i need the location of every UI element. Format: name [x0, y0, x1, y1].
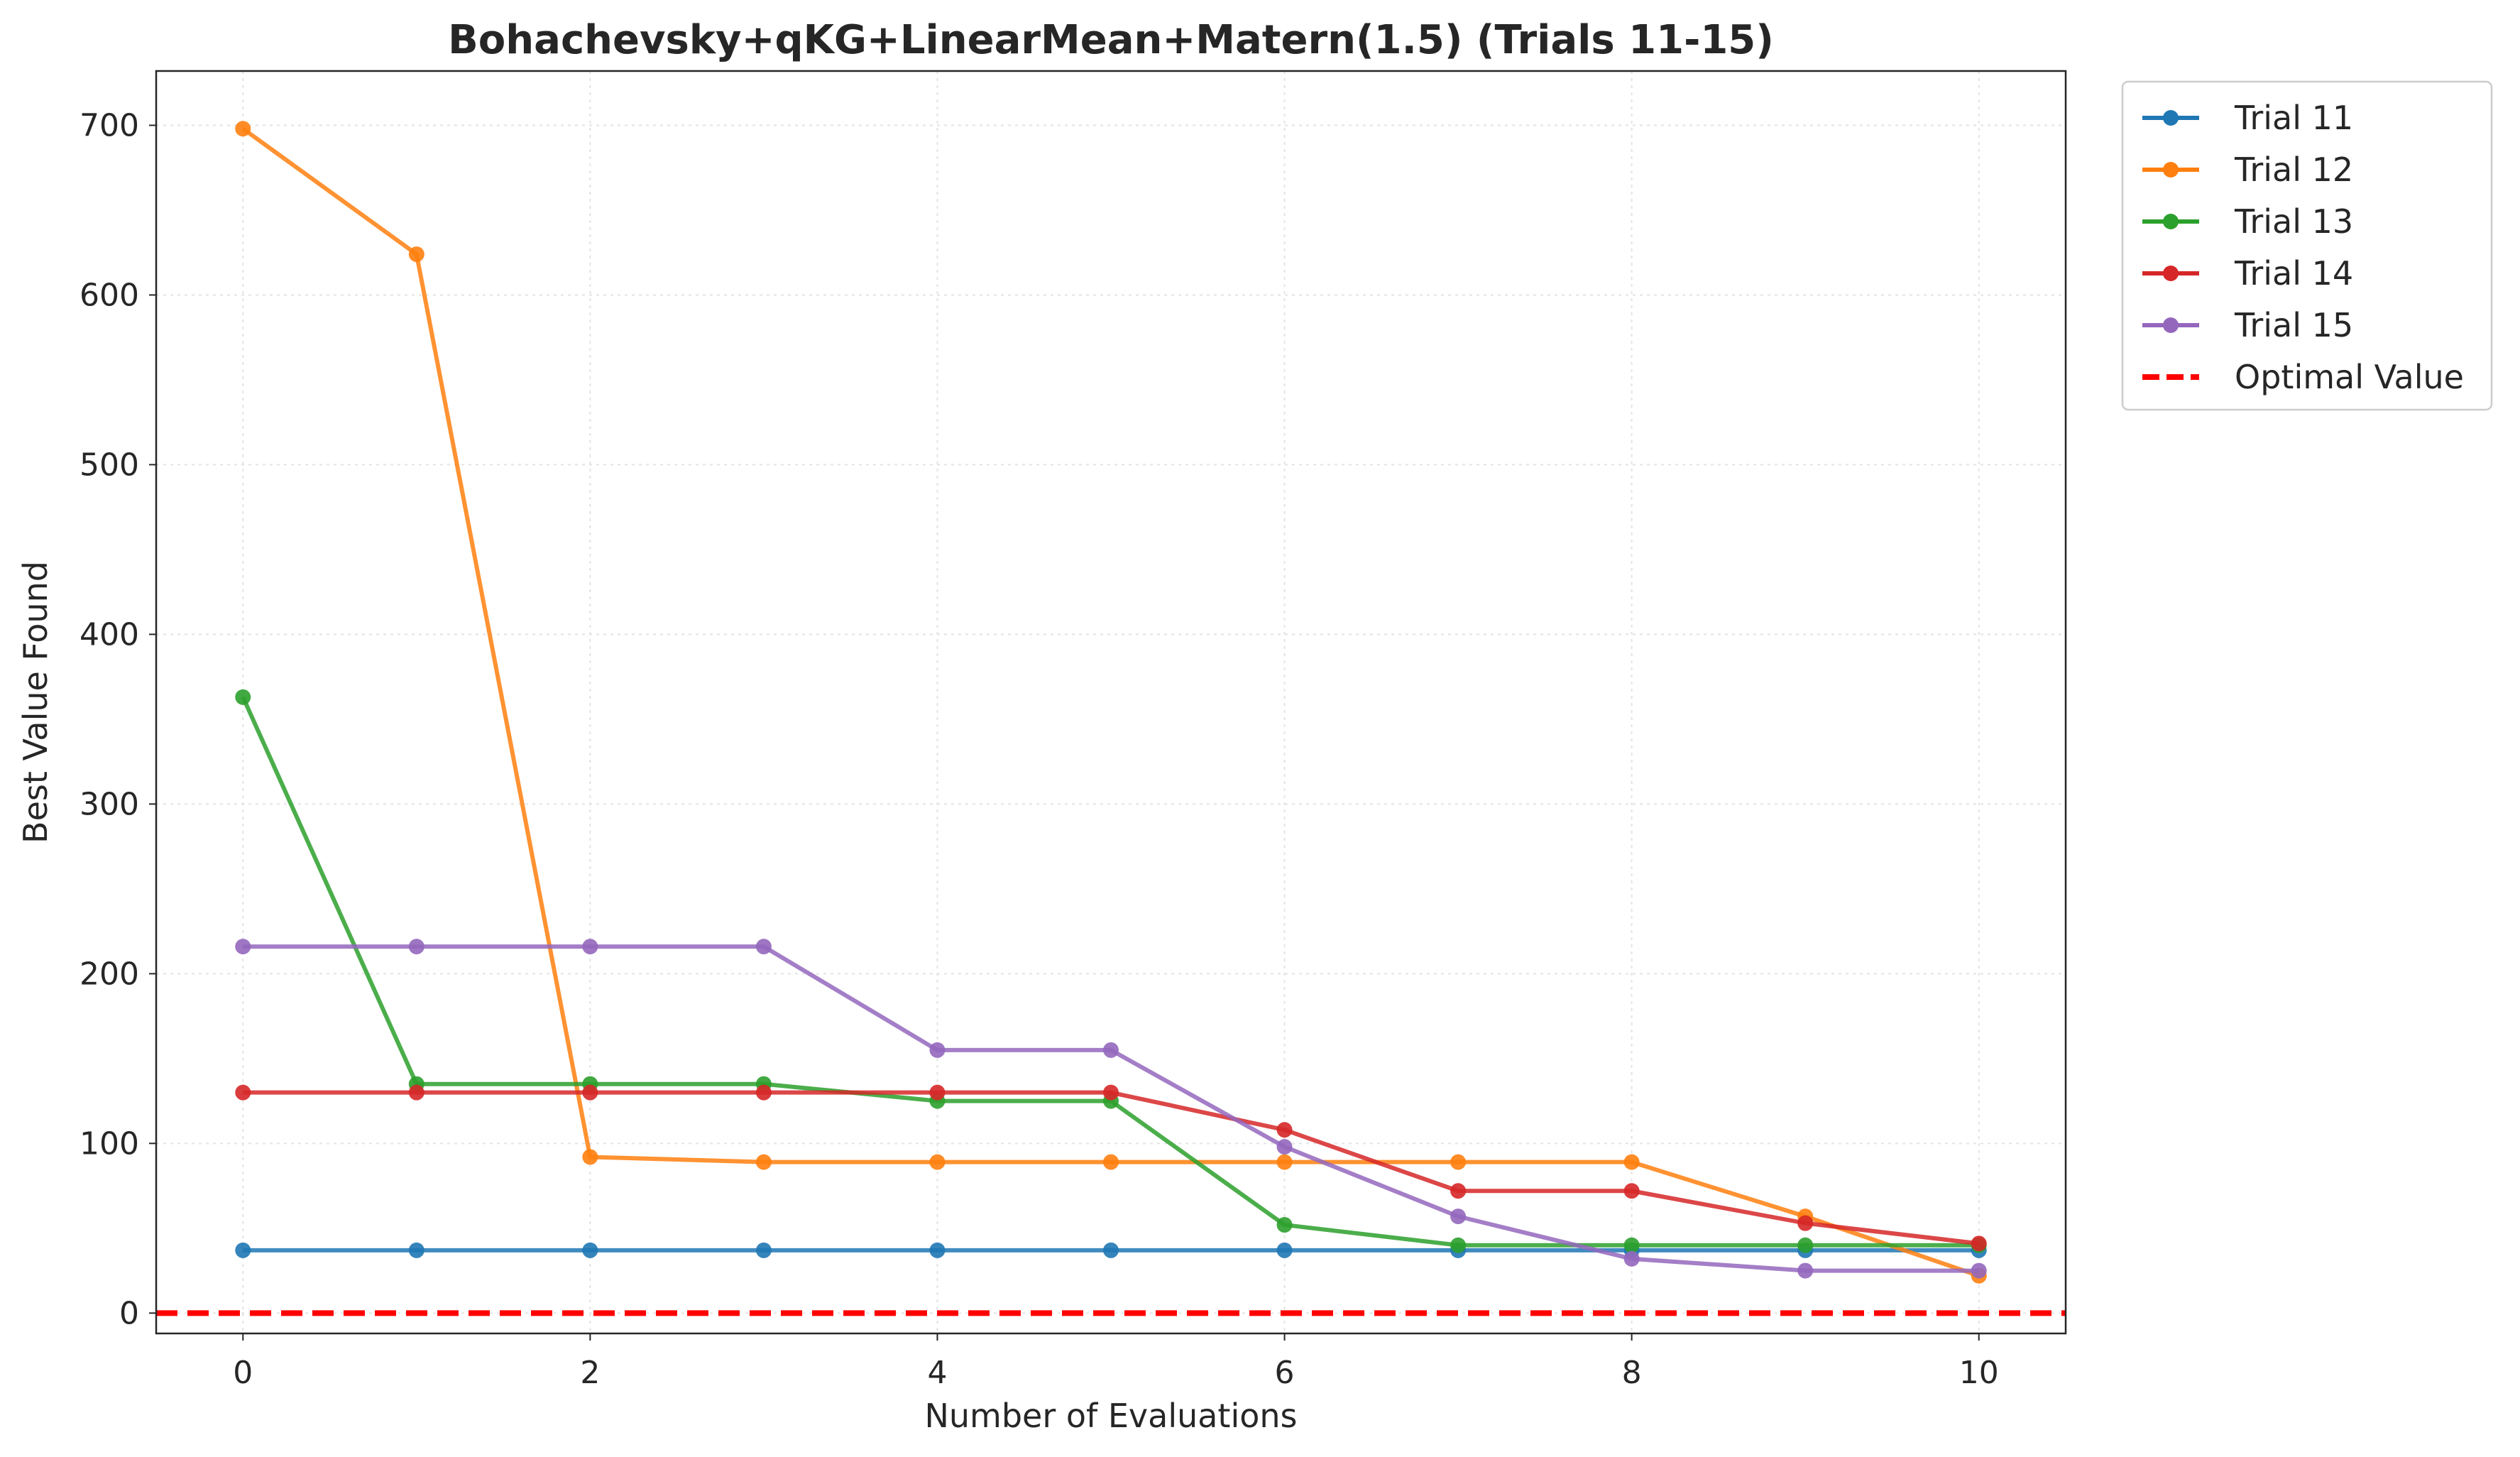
data-point: [755, 1084, 772, 1101]
x-tick-label: 6: [1275, 1355, 1295, 1391]
data-point: [1276, 1122, 1293, 1138]
data-point: [755, 939, 772, 955]
y-tick-label: 400: [80, 616, 139, 653]
grid: [156, 71, 2066, 1333]
x-tick-label: 8: [1622, 1355, 1642, 1391]
y-tick-label: 600: [80, 277, 139, 313]
y-tick-label: 200: [80, 956, 139, 992]
data-point: [755, 1242, 772, 1258]
data-point: [408, 1242, 424, 1258]
data-point: [1103, 1154, 1119, 1170]
data-point: [1276, 1217, 1293, 1233]
data-point: [235, 939, 251, 955]
data-point: [1623, 1154, 1640, 1170]
data-point: [1971, 1262, 1987, 1279]
data-point: [235, 1242, 251, 1258]
x-tick-label: 0: [233, 1355, 253, 1391]
data-point: [755, 1154, 772, 1170]
legend-marker: [2163, 214, 2179, 229]
series-group: [235, 121, 1987, 1284]
legend-label: Trial 14: [2234, 254, 2353, 293]
data-point: [582, 1084, 598, 1101]
data-point: [1103, 1084, 1119, 1101]
data-point: [929, 1084, 946, 1101]
legend-marker: [2163, 266, 2179, 281]
data-point: [235, 1084, 251, 1101]
legend-marker: [2163, 317, 2179, 333]
plot-frame: [155, 70, 2067, 1335]
x-axis-label: Number of Evaluations: [924, 1397, 1297, 1435]
data-point: [1276, 1242, 1293, 1258]
y-tick-label: 500: [80, 447, 139, 483]
y-tick-label: 700: [80, 107, 139, 143]
plot-area: [155, 70, 2067, 1335]
x-tick-label: 10: [1959, 1355, 1999, 1391]
legend-label: Trial 13: [2234, 202, 2353, 241]
y-tick-label: 300: [80, 786, 139, 822]
data-point: [1623, 1183, 1640, 1199]
legend-label: Trial 15: [2234, 306, 2353, 344]
y-tick-label: 100: [80, 1125, 139, 1162]
data-point: [1797, 1262, 1814, 1279]
legend: Trial 11 Trial 12 Trial 13 Trial 14 Trial 15…: [2121, 80, 2493, 411]
x-tick-label: 2: [580, 1355, 600, 1391]
data-point: [235, 689, 251, 705]
data-point: [1450, 1183, 1467, 1199]
data-point: [408, 939, 424, 955]
data-point: [582, 939, 598, 955]
data-point: [1276, 1154, 1293, 1170]
data-point: [235, 121, 251, 137]
data-point: [1450, 1154, 1467, 1170]
data-point: [1450, 1237, 1467, 1253]
data-point: [1971, 1235, 1987, 1252]
data-point: [1797, 1237, 1814, 1253]
x-axis: 0 2 4 6 8 10: [233, 1333, 1999, 1391]
legend-marker: [2163, 110, 2179, 126]
legend-label: Trial 12: [2234, 151, 2353, 189]
x-tick-label: 4: [927, 1355, 947, 1391]
data-point: [408, 1084, 424, 1101]
plot-background: [156, 71, 2066, 1333]
data-point: [1797, 1215, 1814, 1231]
legend-frame: [2121, 80, 2493, 411]
data-point: [929, 1042, 946, 1058]
data-point: [1623, 1237, 1640, 1253]
legend-label: Trial 11: [2234, 99, 2353, 137]
data-point: [929, 1242, 946, 1258]
data-point: [1103, 1242, 1119, 1258]
data-point: [1623, 1250, 1640, 1267]
y-axis: 0 100 200 300 400 500 600 700: [80, 107, 156, 1331]
data-point: [929, 1154, 946, 1170]
y-axis-label: Best Value Found: [16, 561, 55, 844]
y-tick-label: 0: [119, 1295, 139, 1331]
legend-marker: [2163, 162, 2179, 178]
data-point: [1276, 1139, 1293, 1155]
data-point: [582, 1242, 598, 1258]
legend-label: Optimal Value: [2235, 358, 2464, 396]
data-point: [1450, 1208, 1467, 1225]
chart-title: Bohachevsky+qKG+LinearMean+Matern(1.5) (…: [448, 17, 1774, 63]
data-point: [1103, 1042, 1119, 1058]
data-point: [582, 1149, 598, 1165]
data-point: [408, 246, 424, 263]
